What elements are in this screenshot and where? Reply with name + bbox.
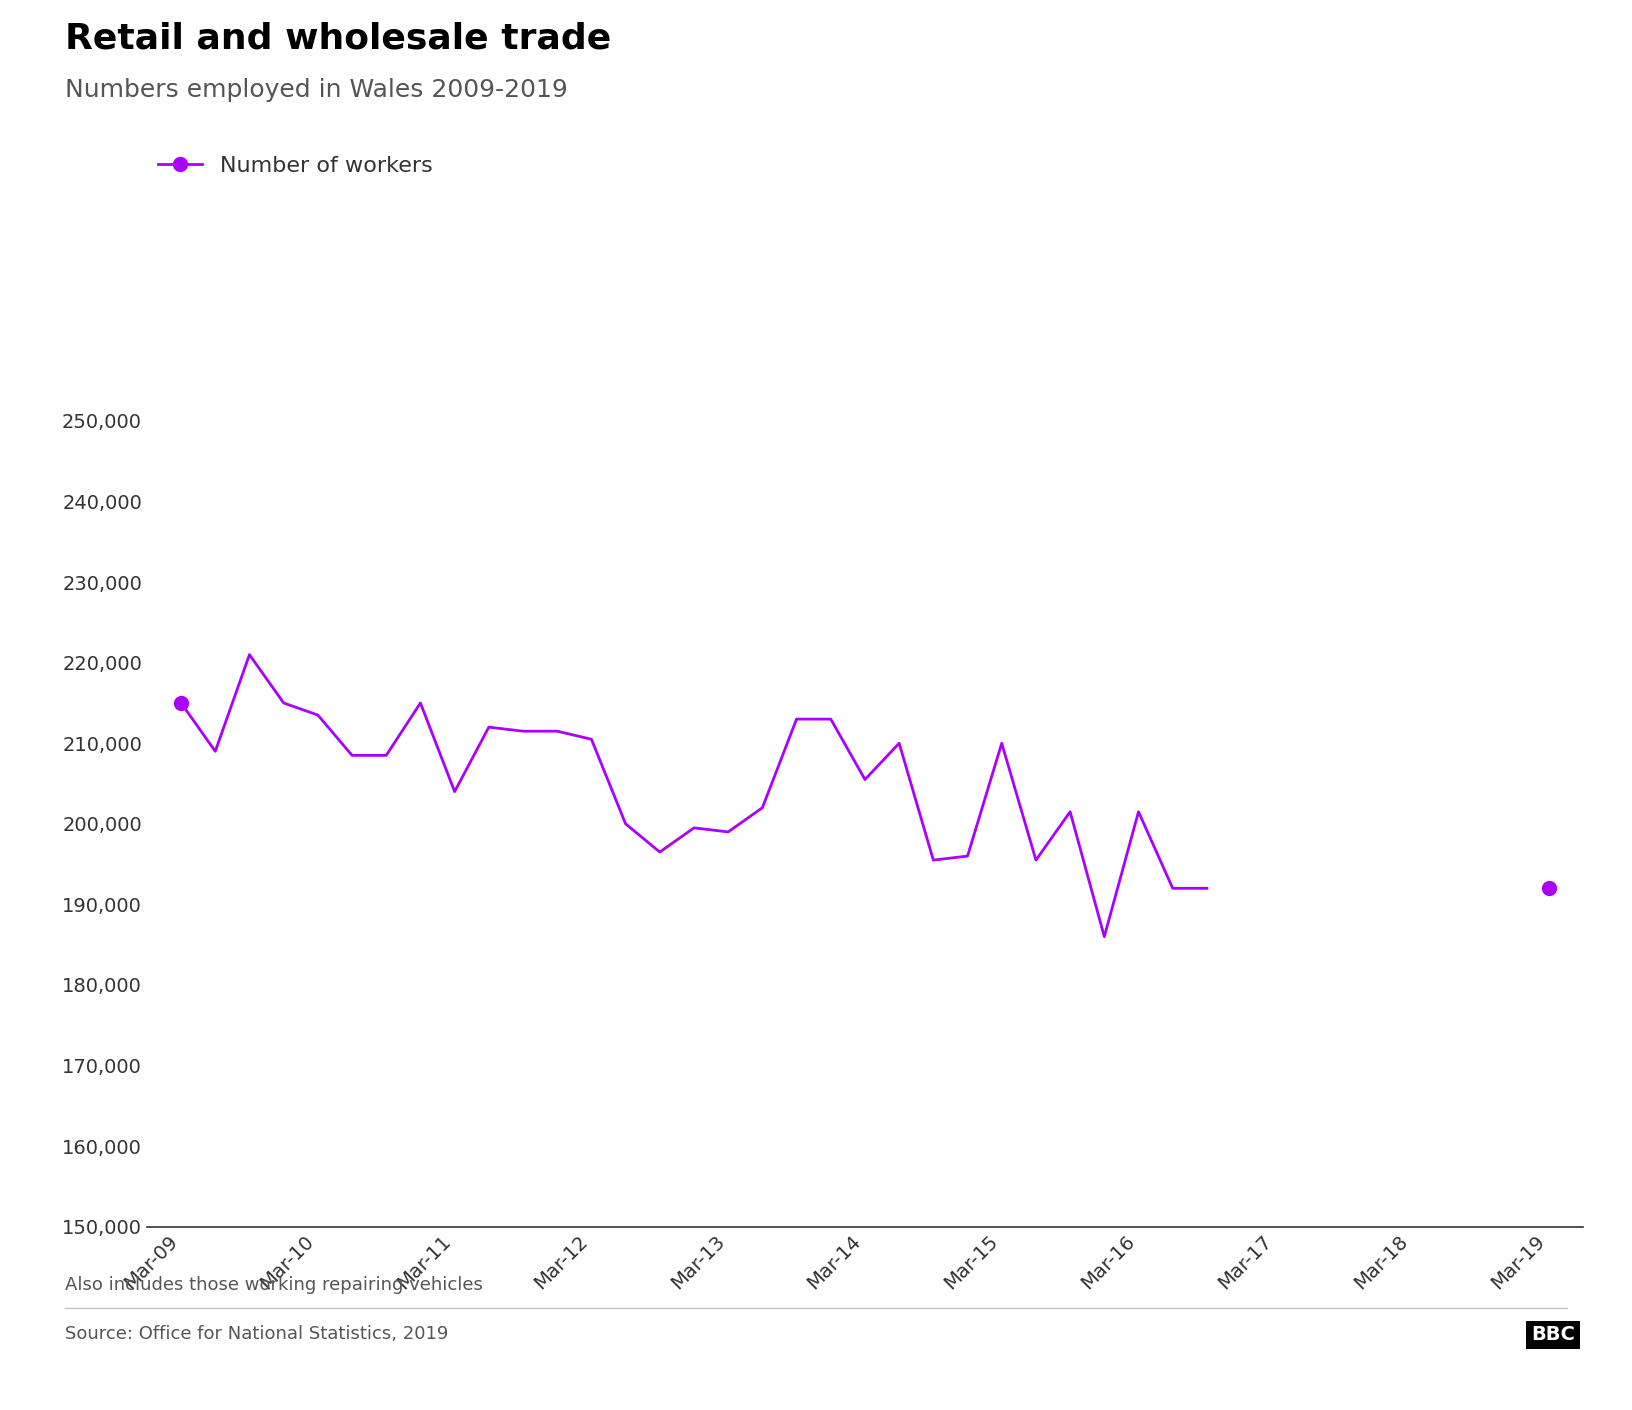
Text: Also includes those working repairing vehicles: Also includes those working repairing ve…	[65, 1276, 483, 1294]
Text: Source: Office for National Statistics, 2019: Source: Office for National Statistics, …	[65, 1325, 449, 1344]
Text: Retail and wholesale trade: Retail and wholesale trade	[65, 21, 612, 55]
Legend: Number of workers: Number of workers	[158, 155, 432, 176]
Text: Numbers employed in Wales 2009-2019: Numbers employed in Wales 2009-2019	[65, 78, 568, 102]
Text: BBC: BBC	[1531, 1325, 1575, 1344]
